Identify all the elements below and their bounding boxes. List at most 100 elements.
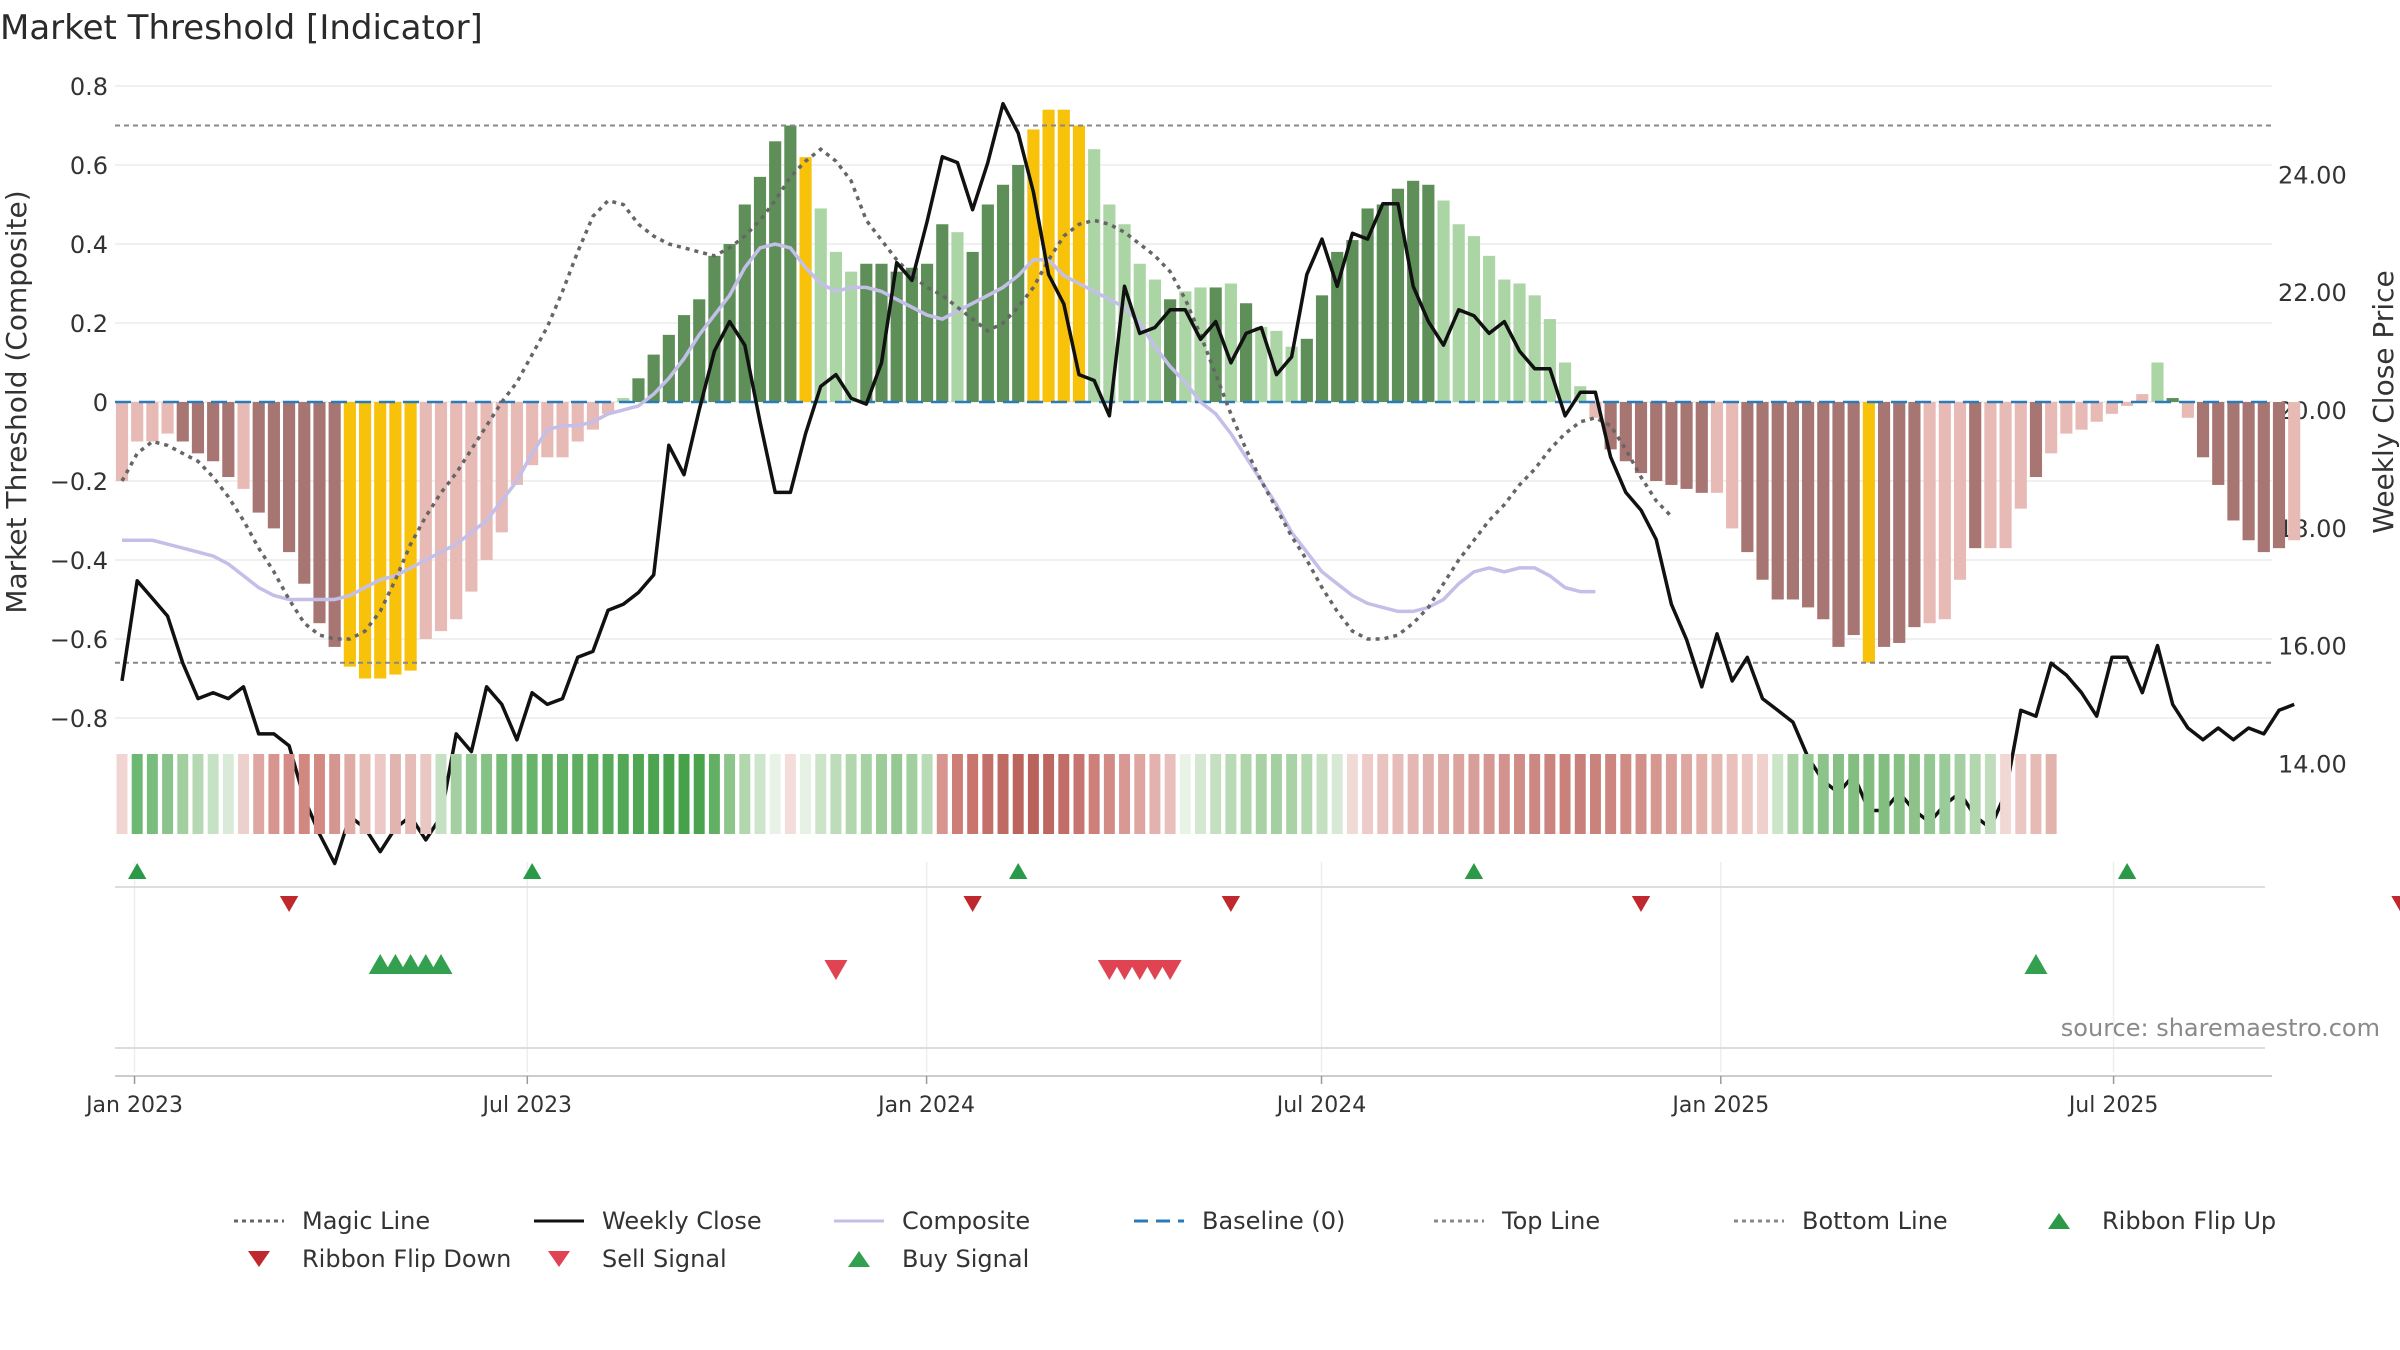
composite-bar xyxy=(1665,402,1678,485)
legend-entry: Baseline (0) xyxy=(1130,1206,1430,1236)
ribbon-cell xyxy=(2000,754,2012,834)
composite-bar xyxy=(602,402,615,414)
ribbon-cell xyxy=(1757,754,1769,834)
sell-signal-marker xyxy=(824,960,848,980)
composite-bar xyxy=(2151,362,2164,402)
ribbon-cell xyxy=(876,754,887,834)
ribbon-cell xyxy=(800,754,812,834)
composite-bar xyxy=(404,402,417,671)
ribbon-cell xyxy=(2045,754,2057,834)
composite-bar xyxy=(1057,109,1070,402)
legend-swatch xyxy=(248,1251,270,1267)
ribbon-cell xyxy=(936,754,948,834)
ribbon-cell xyxy=(1635,754,1647,834)
ribbon-cell xyxy=(678,754,690,834)
ribbon-cell xyxy=(2015,754,2027,834)
ribbon-cell xyxy=(1225,754,1237,834)
ribbon-cell xyxy=(268,754,280,834)
composite-bar xyxy=(1361,208,1374,402)
composite-bar xyxy=(966,251,979,402)
ribbon-cell xyxy=(1939,754,1951,834)
ribbon-cell xyxy=(602,754,614,834)
legend-swatch xyxy=(1434,1219,1484,1223)
ribbon-cell xyxy=(1027,754,1039,834)
sell-signal-marker xyxy=(1113,960,1137,980)
x-tick-label: Jan 2025 xyxy=(1670,1093,1769,1118)
composite-bar xyxy=(1695,402,1708,493)
composite-bar xyxy=(343,402,356,667)
composite-bar xyxy=(753,176,767,402)
ribbon-cell xyxy=(572,754,584,834)
composite-bar xyxy=(936,224,949,402)
ribbon-cell xyxy=(632,754,644,834)
ribbon-cell xyxy=(405,754,417,834)
legend-label: Magic Line xyxy=(302,1207,431,1235)
composite-bar xyxy=(1012,165,1025,402)
ribbon-cell xyxy=(1407,754,1419,834)
composite-bar xyxy=(115,402,129,481)
composite-bar xyxy=(389,402,402,675)
legend-entry: Weekly Close xyxy=(530,1206,830,1236)
composite-bar xyxy=(1619,402,1632,462)
x-tick-label: Jul 2025 xyxy=(2067,1093,2159,1118)
legend-swatch xyxy=(2048,1213,2070,1229)
composite-bar xyxy=(996,184,1010,402)
composite-bar xyxy=(586,402,599,430)
composite-bar xyxy=(1786,402,1799,600)
ribbon-cell xyxy=(1802,754,1814,834)
ribbon-cell xyxy=(1255,754,1267,834)
y-tick-label-left: 0.6 xyxy=(70,152,108,180)
ribbon-cell xyxy=(1195,754,1206,834)
composite-bar xyxy=(2166,398,2179,402)
chart-title: Market Threshold [Indicator] xyxy=(0,8,483,48)
ribbon-flip-down-marker xyxy=(1631,896,1651,912)
ribbon-cell xyxy=(1498,754,1510,834)
ribbon-cell xyxy=(1210,754,1222,834)
ribbon-cell xyxy=(1589,754,1601,834)
ribbon-flip-up-marker xyxy=(2117,863,2137,879)
composite-bar xyxy=(1498,279,1511,402)
composite-bar xyxy=(769,141,782,403)
composite-bar xyxy=(358,402,372,679)
composite-bar xyxy=(2212,402,2225,485)
ribbon-cell xyxy=(967,754,979,834)
legend-swatch xyxy=(234,1219,284,1223)
ribbon-cell xyxy=(1908,754,1920,834)
legend-entry: Buy Signal xyxy=(830,1244,1130,1274)
ribbon-cell xyxy=(1058,754,1070,834)
ribbon-cell xyxy=(693,754,705,834)
composite-bar xyxy=(313,402,326,624)
ribbon-cell xyxy=(298,754,310,834)
y-tick-label-left: 0.8 xyxy=(70,73,108,101)
ribbon-cell xyxy=(921,754,933,834)
composite-bar xyxy=(1877,402,1891,647)
ribbon-cell xyxy=(997,754,1009,834)
ribbon-cell xyxy=(587,754,599,834)
ribbon-cell xyxy=(465,754,477,834)
composite-bar xyxy=(176,402,189,442)
composite-bar xyxy=(1741,402,1754,553)
composite-bar xyxy=(1072,125,1086,402)
ribbon-cell xyxy=(1346,754,1358,834)
ribbon-cell xyxy=(1103,754,1115,834)
composite-bar xyxy=(2075,402,2088,430)
composite-bar xyxy=(1148,279,1162,402)
ribbon-cell xyxy=(1863,754,1875,834)
ribbon-cell xyxy=(1817,754,1829,834)
y-tick-label-left: 0.4 xyxy=(70,231,108,259)
legend-label: Weekly Close xyxy=(602,1207,762,1235)
composite-bar xyxy=(495,402,508,533)
ribbon-flip-down-marker xyxy=(1221,896,1241,912)
ribbon-cell xyxy=(1301,754,1313,834)
composite-bar xyxy=(1558,362,1572,402)
ribbon-cell xyxy=(1134,754,1146,834)
composite-bar xyxy=(1042,109,1055,402)
composite-bar xyxy=(510,402,524,485)
ribbon-cell xyxy=(1787,754,1799,834)
composite-bar xyxy=(2288,402,2301,541)
composite-bar xyxy=(1027,129,1040,402)
legend-label: Composite xyxy=(902,1207,1031,1235)
legend-label: Bottom Line xyxy=(1802,1207,1948,1235)
ribbon-cell xyxy=(541,754,553,834)
